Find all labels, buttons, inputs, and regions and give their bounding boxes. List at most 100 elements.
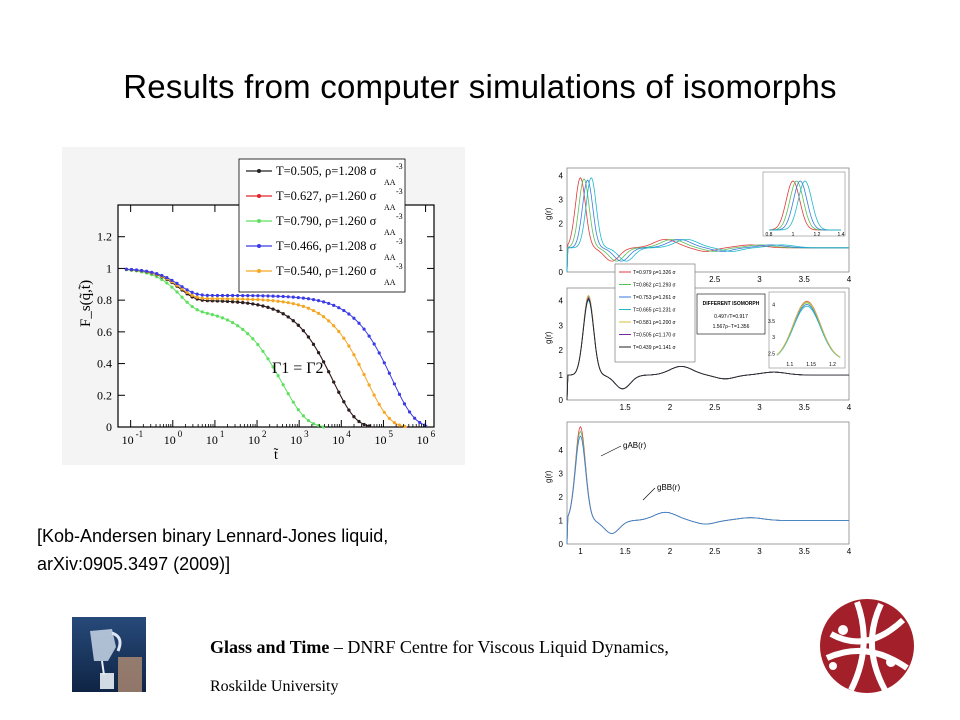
inset-x-tick: 1 [792,232,795,238]
rdf-x-tick: 3.5 [799,547,811,556]
fs-series-point [256,343,260,347]
fs-series-point [160,277,164,282]
fs-series-point [195,295,199,299]
fs-series-point [215,293,220,298]
fs-series-point [129,267,134,272]
fs-series-point [200,293,204,297]
rdf-legend-label: T=0.753 ρ=1.261 σ [633,295,677,301]
rdf-y-label: g(r) [544,207,553,220]
fs-series-point [220,293,225,298]
fs-series-point [271,365,275,369]
rdf-legend-label: T=0.862 ρ=1.293 σ [633,283,677,289]
x-axis-label: t̃ [274,448,279,463]
fs-series-point [286,301,290,305]
rdf-y-tick: 1 [559,244,564,253]
fs-series-point [306,297,311,301]
inset-x-tick: 1.15 [806,362,816,368]
legend-subscript: AA [384,278,396,287]
fs-series-point [316,351,321,355]
inset-y-tick: 3.5 [768,319,775,325]
fs-series-point [347,312,351,316]
gbb-label: gBB(r) [657,483,680,492]
inset-y-tick: 2.5 [768,351,775,357]
fs-series-point [286,315,290,319]
fs-series-point [251,337,255,341]
fs-series-point [220,299,225,303]
fs-series-point [175,290,179,294]
fs-series-point [185,288,189,292]
rdf-y-tick: 4 [559,171,564,180]
fs-series-point [271,307,275,311]
fs-series-point [387,416,391,421]
x-tick-label: 10 [374,433,386,447]
rdf-legend-label: T=0.979 ρ=1.326 σ [633,270,677,276]
fs-series-point [362,422,366,427]
radial-distribution-plots: 2.5 3 3.5 4 0 1 2 3 4 g(r) 0.8 1 1.2 1.4 1.5 2 2.5 3 3.5… [537,150,857,560]
fs-series-point [236,324,240,328]
x-tick-label: 10 [122,433,134,447]
x-tick-exponent: 4 [346,429,351,439]
rdf-y-tick: 4 [559,296,564,305]
inset-series-line [769,180,841,231]
fs-series-point [200,296,204,300]
fs-series-point [205,293,209,297]
rdf-x-tick: 1.5 [620,403,632,412]
fs-series-point [311,308,316,313]
fs-series-point [332,303,336,307]
fs-series-point [246,294,250,298]
rdf-x-tick: 2.5 [709,275,721,284]
inset-x-tick: 1.1 [786,362,793,368]
gab-label: gAB(r) [623,441,646,450]
fs-series-point [286,295,290,299]
fs-series-point [316,299,321,303]
legend-label: T=0.627, ρ=1.260 σ [276,189,377,203]
fs-series-point [246,297,250,301]
fs-series-point [342,336,346,340]
fs-series-point [266,294,270,298]
fs-series-point [231,300,235,304]
fs-series-point [215,314,220,318]
y-tick-label: 1.2 [97,230,112,244]
fs-series-point [236,293,240,298]
fs-series-point [150,270,154,274]
rdf-x-tick: 2.5 [709,547,721,556]
legend-subscript: AA [384,228,396,237]
rdf-legend-label: T=0.439 ρ=1.141 σ [633,345,677,351]
fs-series-point [311,422,316,426]
inset-series-line [776,301,841,358]
fs-series-point [210,293,214,298]
legend-subscript: AA [384,178,396,187]
rdf-y-tick: 2 [559,493,564,502]
fs-series-point [291,400,295,404]
fs-series-point [271,299,275,303]
rdf-x-tick: 4 [847,547,852,556]
fs-series-point [160,273,164,278]
fs-series-point [337,390,341,394]
fs-series-point [367,424,371,428]
citation-line-2: arXiv:0905.3497 (2009)] [37,554,231,574]
fs-series-point [281,294,285,299]
fs-series-point [296,295,300,300]
rdf-legend-label: T=0.505 ρ=1.170 σ [633,333,677,339]
rdf-series-line [566,179,849,273]
svg-text:1.567ρ−T=1.356: 1.567ρ−T=1.356 [713,324,750,330]
fs-series-point [276,309,280,313]
fs-series-point [256,303,260,307]
fs-series-point [291,319,295,323]
fs-series-point [327,370,331,374]
fs-series-point [256,298,260,302]
rdf-y-tick: 3 [559,195,564,204]
fs-series-point [261,349,265,353]
inset-x-tick: 1.2 [829,362,836,368]
legend-label: T=0.540, ρ=1.260 σ [276,264,377,278]
citation-line-1: [Kob-Andersen binary Lennard-Jones liqui… [37,526,389,546]
fs-series-point [311,342,316,346]
rdf-x-tick: 3 [757,403,762,412]
fs-series-point [332,380,336,384]
fs-series-point [231,293,235,298]
fs-series-point [301,304,305,309]
y-tick-label: 0.2 [97,388,112,402]
rdf-series-line [566,298,849,401]
fs-series-point [357,321,361,325]
